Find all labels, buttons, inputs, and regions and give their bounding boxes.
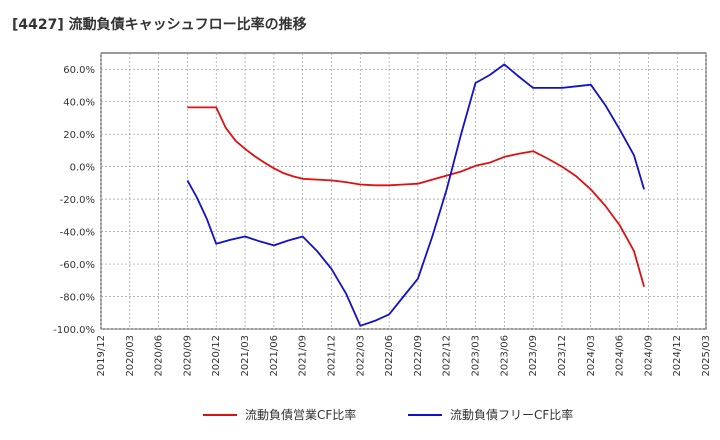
series-lines xyxy=(186,63,645,327)
y-tick-label: 40.0% xyxy=(63,98,95,109)
x-tick-label: 2020/09 xyxy=(182,335,193,377)
x-tick-label: 2023/12 xyxy=(557,335,568,377)
x-tick-label: 2021/03 xyxy=(240,335,251,377)
x-tick-label: 2022/09 xyxy=(413,335,424,377)
legend: 流動負債営業CF比率 流動負債フリーCF比率 xyxy=(203,407,573,422)
x-tick-label: 2024/09 xyxy=(643,335,654,377)
x-tick-label: 2021/06 xyxy=(269,335,280,377)
x-tick-label: 2022/06 xyxy=(384,335,395,377)
x-tick-label: 2020/12 xyxy=(211,335,222,377)
x-tick-label: 2021/09 xyxy=(298,335,309,377)
legend-label-1: 流動負債営業CF比率 xyxy=(245,407,356,422)
chart-title: [4427] 流動負債キャッシュフロー比率の推移 xyxy=(12,17,307,33)
y-tick-label: -20.0% xyxy=(60,195,95,206)
y-tick-label: 20.0% xyxy=(63,130,95,141)
gridlines xyxy=(100,53,707,330)
x-tick-label: 2023/09 xyxy=(528,335,539,377)
x-tick-label: 2022/12 xyxy=(442,335,453,377)
y-tick-label: 0.0% xyxy=(70,163,95,174)
x-tick-label: 2023/06 xyxy=(499,335,510,377)
x-tick-label: 2020/03 xyxy=(125,335,136,377)
series-line-1 xyxy=(187,106,645,288)
x-tick-label: 2019/12 xyxy=(96,335,107,377)
x-tick-label: 2024/03 xyxy=(586,335,597,377)
y-tick-label: -60.0% xyxy=(60,260,95,271)
y-tick-label: -100.0% xyxy=(53,325,95,336)
x-tick-label: 2022/03 xyxy=(355,335,366,377)
x-tick-label: 2023/03 xyxy=(471,335,482,377)
plot-area xyxy=(100,52,707,330)
x-tick-label: 2025/03 xyxy=(701,335,712,377)
y-tick-label: -40.0% xyxy=(60,228,95,239)
y-axis-ticks: -100.0% -80.0% -60.0% -40.0% -20.0% 0.0% 20.0%… xyxy=(53,65,95,336)
x-tick-label: 2024/06 xyxy=(615,335,626,377)
y-tick-label: 60.0% xyxy=(63,65,95,76)
x-axis-ticks: 2019/12 2020/03 2020/06 2020/09 2020/12 2021/… xyxy=(96,335,712,377)
y-tick-label: -80.0% xyxy=(60,293,95,304)
x-tick-label: 2020/06 xyxy=(154,335,165,377)
x-tick-label: 2024/12 xyxy=(672,335,683,377)
x-tick-label: 2021/12 xyxy=(326,335,337,377)
legend-label-2: 流動負債フリーCF比率 xyxy=(450,407,573,422)
series-line-2 xyxy=(186,63,645,327)
